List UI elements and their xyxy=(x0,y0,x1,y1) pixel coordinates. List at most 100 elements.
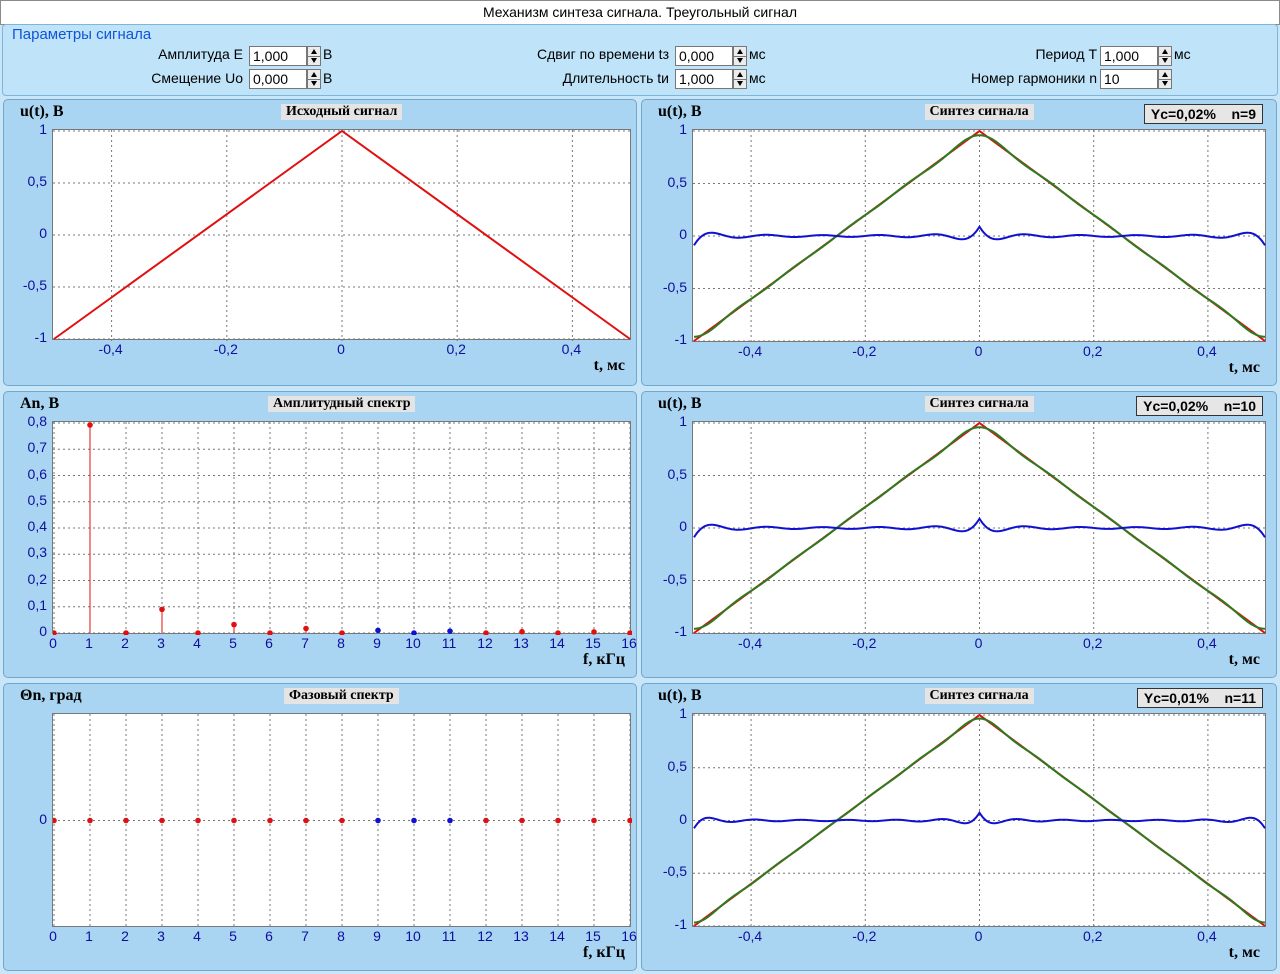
amp-xtick-7: 7 xyxy=(301,635,309,651)
phase-xtick-3: 3 xyxy=(157,928,165,944)
syn1-title: Синтез сигнала xyxy=(924,104,1034,120)
source-panel: -0,4 -0,2 0 0,2 0,4 1 0,5 0 -0,5 -1 u(t), В t, мс Ис… xyxy=(3,99,637,386)
syn2-ytick-3: -0,5 xyxy=(662,570,687,587)
amplitude-spinner[interactable] xyxy=(307,46,321,66)
amp-xtick-4: 4 xyxy=(193,635,201,651)
phase-point-0 xyxy=(53,817,57,824)
amp-panel: 0 1 2 3 4 5 6 7 8 9 10 11 12 13 14 15 16 0,8 0,7 0,6 0,5 0,4 0… xyxy=(3,391,637,678)
amp-xtick-10: 10 xyxy=(405,635,421,651)
amp-point-13 xyxy=(519,628,525,635)
source-ytick-3: -0,5 xyxy=(22,277,47,293)
syn2-chart xyxy=(693,422,1267,635)
syn2-xtick-2: 0 xyxy=(974,635,983,651)
period-unit: мс xyxy=(1174,46,1191,62)
offset-spinner[interactable] xyxy=(307,69,321,89)
syn3-chart xyxy=(693,714,1267,928)
amp-xtick-1: 1 xyxy=(85,635,93,651)
syn1-ylabel: u(t), В xyxy=(658,103,702,120)
phase-point-13 xyxy=(519,817,525,824)
syn1-synthesized-line xyxy=(693,134,1266,338)
syn3-ylabel: u(t), В xyxy=(658,687,702,704)
amp-plot-area xyxy=(52,421,632,635)
phase-point-10 xyxy=(411,817,417,824)
syn3-ytick-1: 0,5 xyxy=(667,757,687,774)
amp-chart xyxy=(53,422,632,635)
harmonic-input[interactable]: 10 xyxy=(1100,69,1158,89)
syn1-plot-area xyxy=(692,129,1267,343)
source-ylabel: u(t), В xyxy=(20,103,64,120)
duration-input[interactable]: 1,000 xyxy=(675,69,733,89)
phase-xtick-4: 4 xyxy=(193,928,201,944)
amp-ytick-3: 0,5 xyxy=(27,491,47,508)
source-ytick-4: -1 xyxy=(34,329,47,345)
syn3-xtick-4: 0,4 xyxy=(1197,928,1217,944)
amp-point-8 xyxy=(339,630,345,635)
syn1-xlabel: t, мс xyxy=(1228,359,1260,376)
amp-point-3 xyxy=(159,606,165,613)
syn3-ytick-4: -1 xyxy=(674,916,687,932)
phase-xtick-1: 1 xyxy=(85,928,93,944)
shift-label: Сдвиг по времени tз xyxy=(537,46,669,62)
amp-xtick-9: 9 xyxy=(373,635,381,651)
syn1-chart xyxy=(693,130,1267,343)
phase-xtick-10: 10 xyxy=(405,928,421,944)
source-xtick-0: -0,4 xyxy=(98,341,123,357)
syn1-ytick-3: -0,5 xyxy=(662,278,687,295)
phase-xtick-12: 12 xyxy=(477,928,493,944)
amp-title: Амплитудный спектр xyxy=(268,396,416,412)
syn3-error-badge: Yc=0,01% n=11 xyxy=(1136,688,1263,708)
phase-xtick-15: 15 xyxy=(585,928,601,944)
harmonic-spinner[interactable] xyxy=(1158,69,1172,89)
syn3-xtick-0: -0,4 xyxy=(738,928,763,944)
phase-xtick-14: 14 xyxy=(549,928,565,944)
period-label: Период T xyxy=(1035,46,1097,62)
amp-ytick-6: 0,2 xyxy=(27,570,47,587)
phase-point-12 xyxy=(483,817,489,824)
amp-point-2 xyxy=(123,630,129,635)
syn2-xlabel: t, мс xyxy=(1228,651,1260,668)
amp-xtick-13: 13 xyxy=(513,635,529,651)
amp-point-11 xyxy=(447,628,453,634)
phase-point-5 xyxy=(231,817,237,824)
syn2-title: Синтез сигнала xyxy=(924,396,1034,412)
amp-ytick-4: 0,4 xyxy=(27,518,47,534)
offset-input[interactable]: 0,000 xyxy=(249,69,307,89)
amp-point-15 xyxy=(591,629,597,635)
phase-point-11 xyxy=(447,817,453,824)
phase-point-2 xyxy=(123,817,129,824)
duration-spinner[interactable] xyxy=(733,69,747,89)
harmonic-label: Номер гармоники n xyxy=(971,70,1097,86)
syn1-panel: -0,4 -0,2 0 0,2 0,4 1 0,5 0 -0,5 -1 u(t), В t, мс Си… xyxy=(641,99,1277,386)
syn2-ytick-2: 0 xyxy=(679,518,687,534)
period-spinner[interactable] xyxy=(1158,46,1172,66)
amp-ylabel: An, В xyxy=(20,395,60,412)
phase-xtick-0: 0 xyxy=(49,928,57,944)
amp-xtick-2: 2 xyxy=(121,635,129,651)
shift-input[interactable]: 0,000 xyxy=(675,46,733,66)
syn1-error-line xyxy=(693,224,1266,246)
phase-point-14 xyxy=(555,817,561,824)
source-chart xyxy=(53,130,632,341)
amp-xtick-16: 16 xyxy=(621,635,637,651)
shift-spinner[interactable] xyxy=(733,46,747,66)
syn2-error-line xyxy=(693,516,1266,538)
syn3-ytick-3: -0,5 xyxy=(662,863,687,880)
duration-label: Длительность tи xyxy=(562,70,669,86)
phase-point-3 xyxy=(159,817,165,824)
phase-ylabel: Θn, град xyxy=(20,687,82,704)
phase-xtick-2: 2 xyxy=(121,928,129,944)
phase-point-4 xyxy=(195,817,201,824)
window-title: Механизм синтеза сигнала. Треугольный си… xyxy=(0,0,1280,25)
syn3-synthesized-line xyxy=(693,717,1266,924)
syn2-ytick-0: 1 xyxy=(679,413,687,429)
phase-xlabel: f, кГц xyxy=(583,944,625,961)
amplitude-input[interactable]: 1,000 xyxy=(249,46,307,66)
period-input[interactable]: 1,000 xyxy=(1100,46,1158,66)
syn3-panel: -0,4 -0,2 0 0,2 0,4 1 0,5 0 -0,5 -1 u(t), В t, мс Си… xyxy=(641,683,1277,971)
phase-xtick-7: 7 xyxy=(301,928,309,944)
syn3-ytick-0: 1 xyxy=(679,705,687,721)
syn3-xlabel: t, мс xyxy=(1228,944,1260,961)
amp-xtick-6: 6 xyxy=(265,635,273,651)
source-ytick-0: 1 xyxy=(39,121,47,137)
phase-point-8 xyxy=(339,817,345,824)
